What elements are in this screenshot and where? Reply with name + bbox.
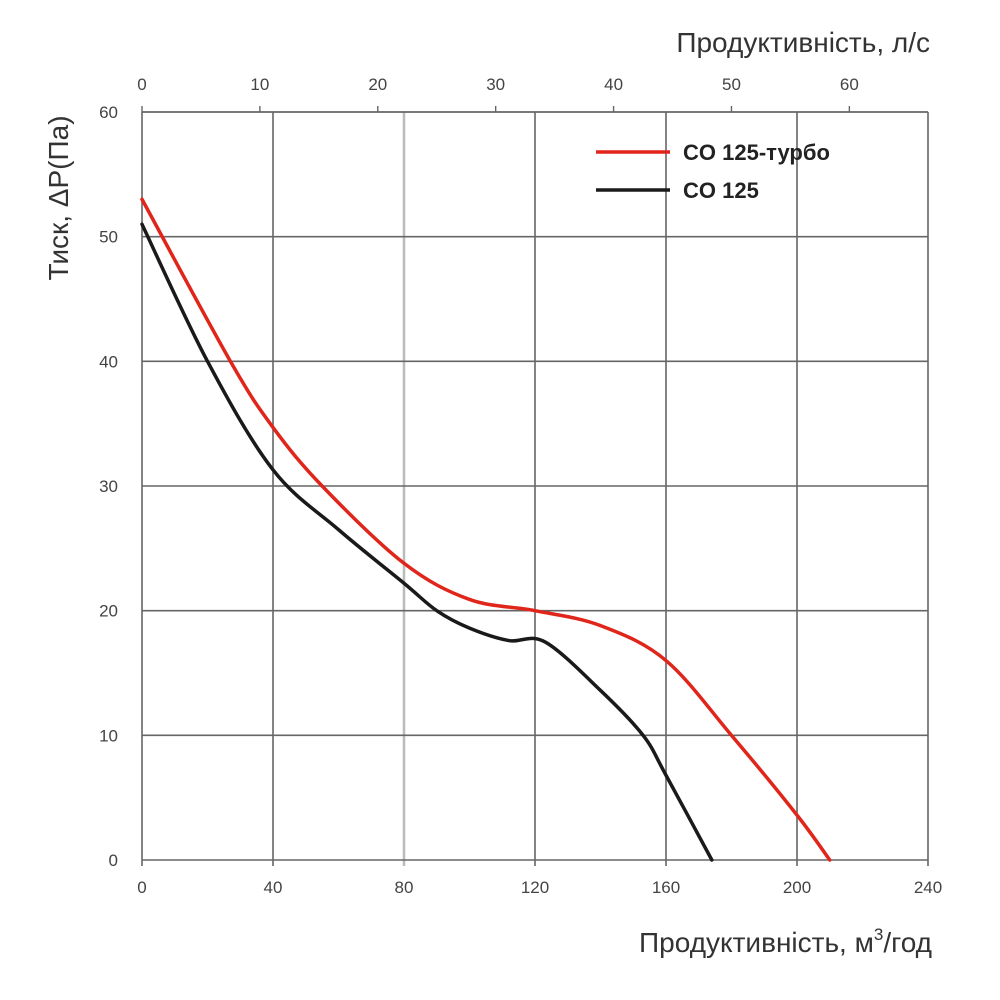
legend-label: CO 125: [683, 178, 759, 203]
y-tick-label: 20: [99, 602, 118, 621]
y-tick-label: 50: [99, 228, 118, 247]
legend: CO 125-турбо CO 125: [596, 140, 830, 203]
series-line-co125-turbo: [140, 197, 832, 862]
series-line-co125: [140, 222, 714, 862]
x2-tick-label: 0: [137, 75, 146, 94]
x-axis-label-tail: /год: [883, 927, 932, 958]
x-axis-label-main: Продуктивність, м: [639, 927, 874, 958]
x2-tick-label: 60: [840, 75, 859, 94]
y-axis-label: Тиск, ΔP(Па): [43, 115, 74, 280]
grid: [141, 106, 929, 866]
x-axis-label: Продуктивність, м3/год: [639, 925, 932, 958]
x-tick-label: 120: [521, 878, 549, 897]
x2-tick-label: 20: [368, 75, 387, 94]
y-tick-label: 60: [99, 103, 118, 122]
y-tick-label: 40: [99, 352, 118, 371]
y-tick-label: 10: [99, 726, 118, 745]
x-axis-label-sup: 3: [874, 925, 883, 944]
series-lines: [140, 197, 832, 862]
x-tick-label: 240: [914, 878, 942, 897]
x-tick-labels: 0 40 80 120 160 200 240: [137, 878, 942, 897]
x-tick-label: 200: [783, 878, 811, 897]
x2-tick-label: 50: [722, 75, 741, 94]
x-tick-label: 40: [264, 878, 283, 897]
x2-tick-labels: 0 10 20 30 40 50 60: [137, 75, 859, 94]
x-tick-label: 0: [137, 878, 146, 897]
x2-tick-label: 10: [250, 75, 269, 94]
legend-label: CO 125-турбо: [683, 140, 830, 165]
y-tick-label: 30: [99, 477, 118, 496]
x2-axis-label: Продуктивність, л/с: [676, 27, 930, 58]
x-tick-label: 160: [652, 878, 680, 897]
x2-tick-label: 40: [604, 75, 623, 94]
x2-tick-label: 30: [486, 75, 505, 94]
x-tick-label: 80: [395, 878, 414, 897]
y-tick-label: 0: [109, 851, 118, 870]
y-tick-labels: 0 10 20 30 40 50 60: [99, 103, 118, 870]
